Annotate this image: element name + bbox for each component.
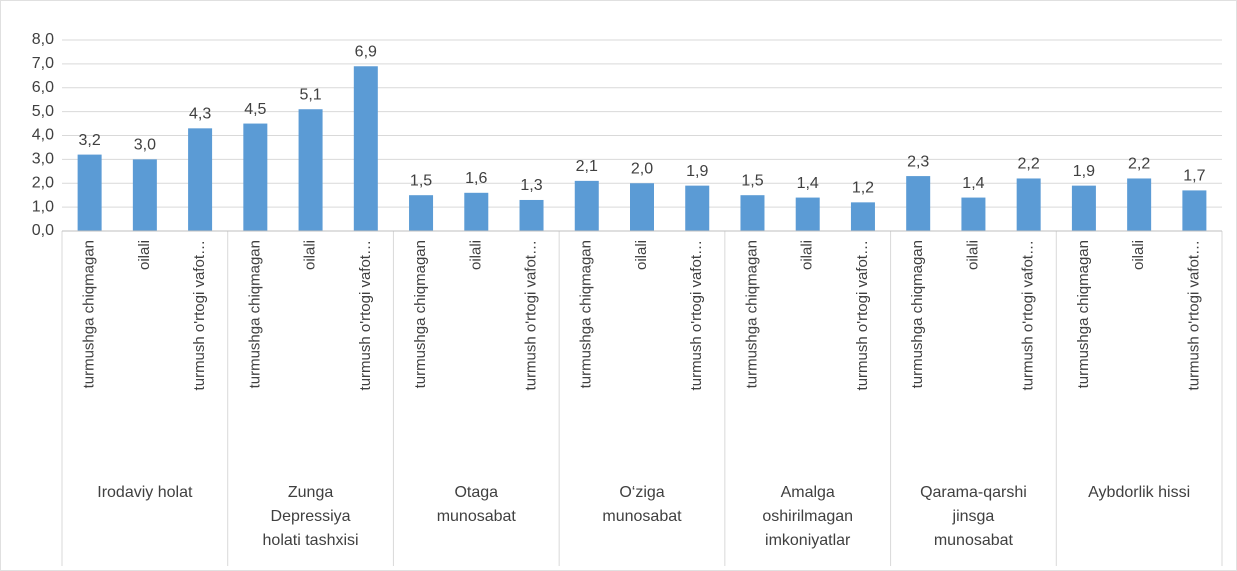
bar xyxy=(298,109,323,231)
bar xyxy=(630,183,654,231)
value-label: 2,3 xyxy=(907,153,929,170)
value-label: 4,5 xyxy=(244,101,266,118)
bar xyxy=(1071,185,1096,231)
value-label: 1,3 xyxy=(520,177,542,194)
bar xyxy=(464,192,489,231)
x-tick-label: oilali xyxy=(136,240,153,270)
group-label: Amalga oshirilmagan imkoniyatlar xyxy=(762,484,854,549)
bar xyxy=(1182,190,1207,231)
y-tick-label: 5,0 xyxy=(32,103,54,120)
bar xyxy=(132,159,157,231)
x-tick-label: turmushga chiqmagan xyxy=(743,240,760,388)
value-label: 1,6 xyxy=(465,170,487,187)
x-tick-label: oilali xyxy=(799,240,816,270)
bar xyxy=(685,185,710,231)
value-label: 1,9 xyxy=(1073,163,1095,180)
x-tick-label: turmush o'rtogi vafot… xyxy=(522,240,539,390)
group-label: Aybdorlik hissi xyxy=(1088,484,1191,501)
y-tick-label: 8,0 xyxy=(32,31,54,48)
value-label: 1,7 xyxy=(1183,168,1205,185)
value-label: 1,5 xyxy=(410,172,432,189)
value-label: 6,9 xyxy=(355,43,377,60)
x-tick-label: oilali xyxy=(1130,240,1147,270)
bar xyxy=(519,199,544,231)
y-tick-label: 2,0 xyxy=(32,174,54,191)
bar xyxy=(77,154,102,231)
x-tick-label: turmush o'rtogi vafot… xyxy=(688,240,705,390)
value-label: 1,4 xyxy=(962,175,984,192)
bar xyxy=(353,66,378,231)
x-tick-label: turmushga chiqmagan xyxy=(578,240,595,388)
group-label: Otaga munosabat xyxy=(436,484,516,525)
x-tick-label: turmushga chiqmagan xyxy=(1075,240,1092,388)
x-tick-label: oilali xyxy=(467,240,484,270)
x-tick-label: turmushga chiqmagan xyxy=(81,240,98,388)
group-label: Zunga Depressiya holati tashxisi xyxy=(262,484,359,549)
bar xyxy=(574,180,599,231)
x-tick-label: turmush o'rtogi vafot… xyxy=(191,240,208,390)
y-tick-label: 3,0 xyxy=(32,151,54,168)
x-tick-label: oilali xyxy=(633,240,650,270)
x-tick-label: oilali xyxy=(302,240,319,270)
x-tick-label: turmushga chiqmagan xyxy=(246,240,263,388)
value-label: 1,5 xyxy=(741,172,763,189)
x-tick-label: turmushga chiqmagan xyxy=(909,240,926,388)
y-tick-label: 0,0 xyxy=(32,222,54,239)
bar xyxy=(409,195,434,231)
y-tick-label: 1,0 xyxy=(32,198,54,215)
y-tick-label: 7,0 xyxy=(32,55,54,72)
bar xyxy=(850,202,875,231)
bar xyxy=(188,128,213,231)
x-tick-label: oilali xyxy=(964,240,981,270)
x-tick-label: turmushga chiqmagan xyxy=(412,240,429,388)
y-tick-label: 4,0 xyxy=(32,127,54,144)
value-label: 1,4 xyxy=(797,175,819,192)
bar xyxy=(795,197,820,231)
bar xyxy=(906,176,931,231)
bar xyxy=(961,197,986,231)
value-label: 2,2 xyxy=(1128,156,1150,173)
x-tick-label: turmush o'rtogi vafot… xyxy=(1020,240,1037,390)
group-label: O‘ziga munosabat xyxy=(602,484,682,525)
value-label: 2,1 xyxy=(576,158,598,175)
value-label: 3,2 xyxy=(78,132,100,149)
value-label: 4,3 xyxy=(189,106,211,123)
bar xyxy=(243,123,268,231)
value-label: 5,1 xyxy=(299,86,321,103)
value-label: 2,2 xyxy=(1018,156,1040,173)
y-tick-label: 6,0 xyxy=(32,79,54,96)
bar xyxy=(740,195,765,231)
value-label: 3,0 xyxy=(134,137,156,154)
value-label: 1,9 xyxy=(686,163,708,180)
x-tick-label: turmush o'rtogi vafot… xyxy=(357,240,374,390)
value-label: 1,2 xyxy=(852,180,874,197)
bar xyxy=(1016,178,1041,231)
value-label: 2,0 xyxy=(631,160,653,177)
x-tick-label: turmush o'rtogi vafot… xyxy=(854,240,871,390)
group-label: Irodaviy holat xyxy=(97,484,193,501)
bar xyxy=(1127,178,1152,231)
x-tick-label: turmush o'rtogi vafot… xyxy=(1185,240,1202,390)
group-label: Qarama-qarshi jinsga munosabat xyxy=(920,484,1027,549)
